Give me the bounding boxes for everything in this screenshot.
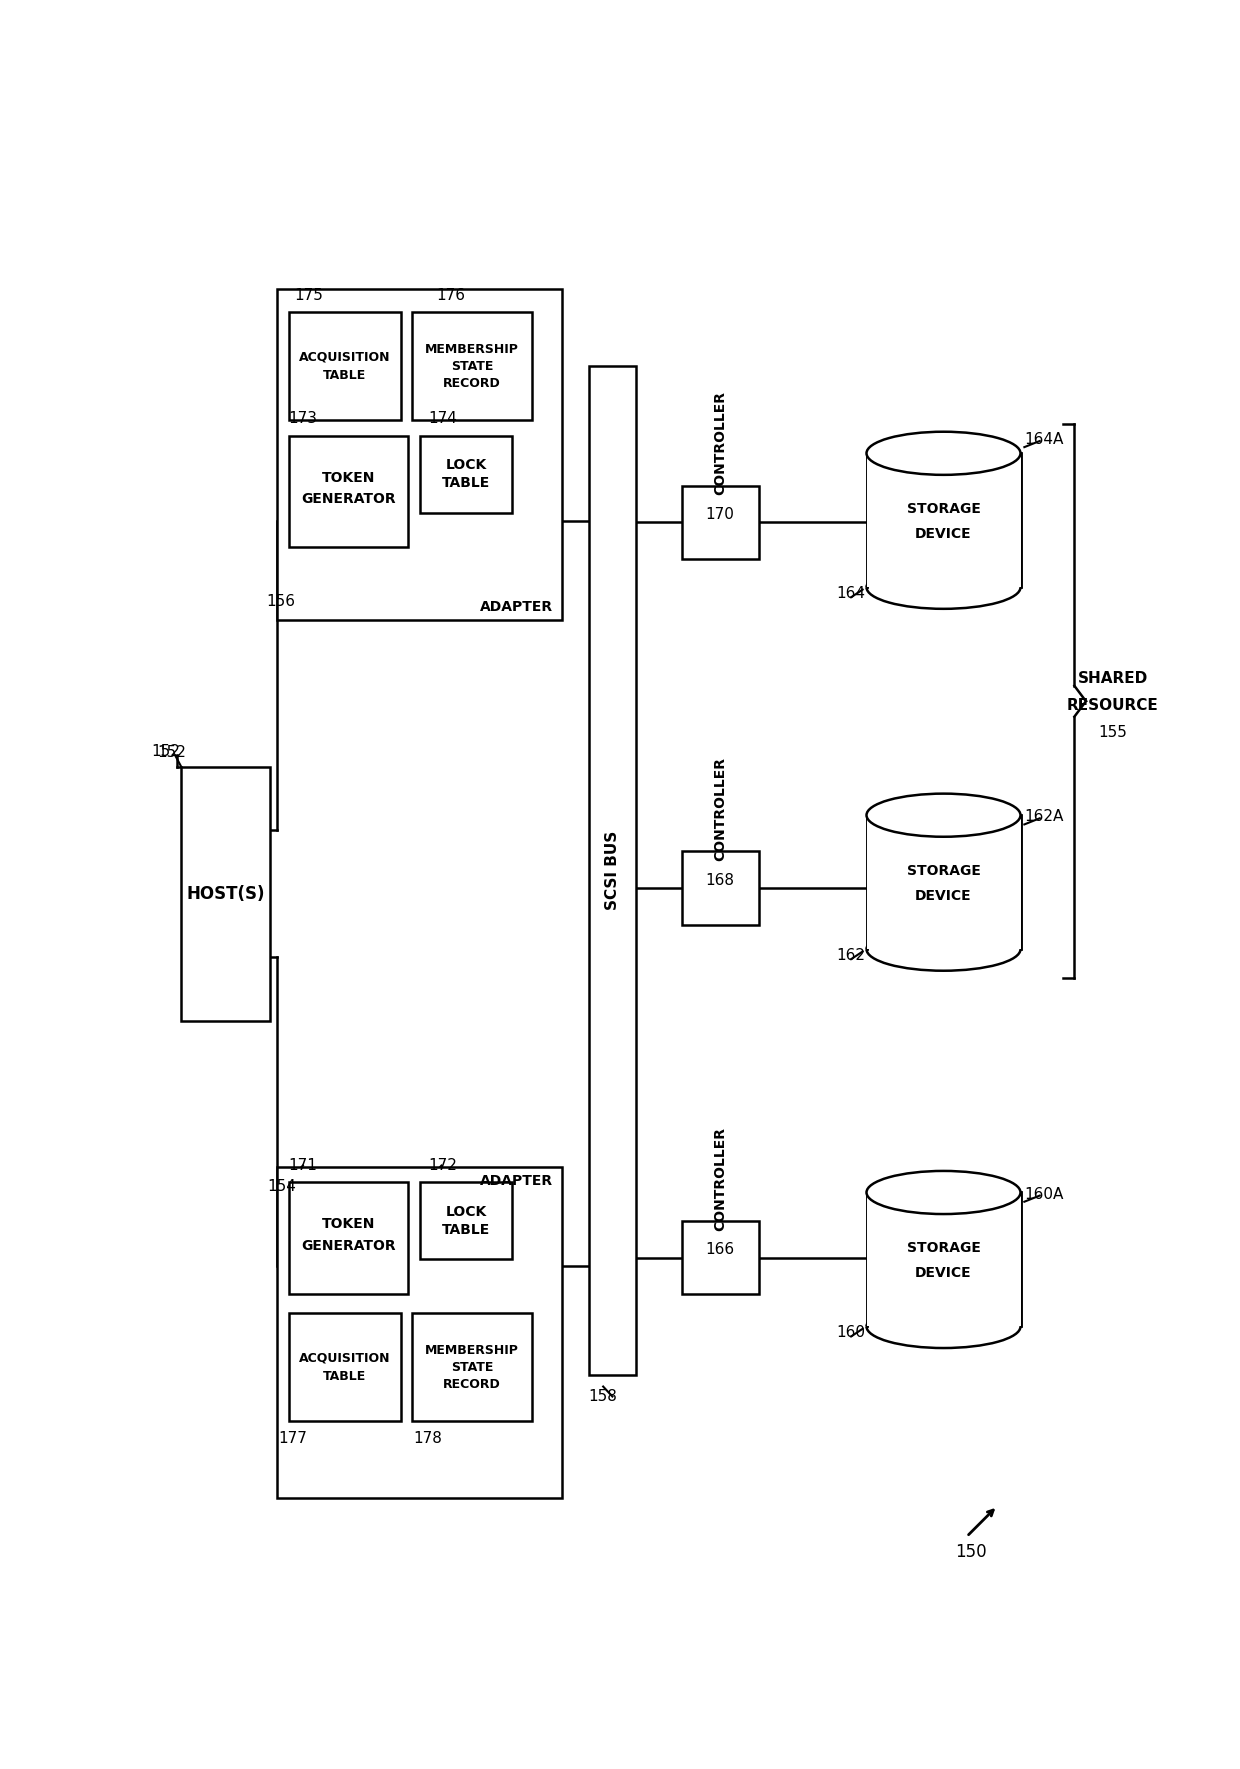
Bar: [278, 290, 563, 621]
Text: STORAGE: STORAGE: [906, 863, 981, 877]
Text: ADAPTER: ADAPTER: [480, 1175, 553, 1189]
Text: 150: 150: [955, 1543, 986, 1560]
Bar: [289, 313, 401, 421]
Text: 172: 172: [429, 1159, 458, 1173]
Text: 155: 155: [1099, 725, 1127, 739]
Bar: [289, 1313, 401, 1421]
Ellipse shape: [867, 432, 1021, 474]
Text: 173: 173: [289, 410, 317, 426]
Text: SCSI BUS: SCSI BUS: [605, 831, 620, 911]
Text: CONTROLLER: CONTROLLER: [713, 757, 727, 862]
Text: ACQUISITION: ACQUISITION: [299, 1352, 391, 1364]
Text: ADAPTER: ADAPTER: [480, 600, 553, 614]
Text: RECORD: RECORD: [443, 377, 501, 389]
Bar: [181, 766, 270, 1021]
Text: 178: 178: [413, 1431, 441, 1445]
Bar: [420, 435, 512, 513]
Bar: [867, 453, 1021, 587]
Text: HOST(S): HOST(S): [186, 884, 264, 902]
Text: STATE: STATE: [450, 359, 494, 373]
Text: 175: 175: [294, 288, 322, 302]
Text: DEVICE: DEVICE: [915, 890, 972, 902]
Bar: [412, 313, 532, 421]
Bar: [682, 851, 759, 925]
Text: TOKEN: TOKEN: [322, 1217, 376, 1231]
Bar: [420, 1182, 512, 1260]
Text: STORAGE: STORAGE: [906, 502, 981, 517]
Bar: [589, 366, 635, 1375]
Text: CONTROLLER: CONTROLLER: [713, 1127, 727, 1231]
Text: LOCK: LOCK: [445, 458, 487, 472]
Text: RECORD: RECORD: [443, 1378, 501, 1390]
Text: 156: 156: [267, 594, 296, 609]
Ellipse shape: [867, 794, 1021, 837]
Text: DEVICE: DEVICE: [915, 527, 972, 541]
Text: 174: 174: [429, 410, 458, 426]
Text: 152: 152: [151, 743, 180, 759]
Text: TABLE: TABLE: [324, 370, 367, 382]
Bar: [289, 435, 408, 547]
Text: GENERATOR: GENERATOR: [301, 492, 396, 506]
Text: TABLE: TABLE: [441, 1222, 490, 1237]
Bar: [278, 1168, 563, 1498]
Bar: [867, 816, 1021, 950]
Text: 164A: 164A: [1024, 432, 1063, 448]
Text: DEVICE: DEVICE: [915, 1267, 972, 1281]
Text: 160: 160: [837, 1325, 866, 1341]
Text: GENERATOR: GENERATOR: [301, 1238, 396, 1252]
Text: 158: 158: [589, 1389, 618, 1405]
Bar: [867, 1192, 1021, 1327]
Text: 177: 177: [279, 1431, 308, 1445]
Text: MEMBERSHIP: MEMBERSHIP: [425, 1344, 518, 1357]
Bar: [412, 1313, 532, 1421]
Text: 164: 164: [837, 586, 866, 601]
Text: ACQUISITION: ACQUISITION: [299, 350, 391, 364]
Text: 171: 171: [289, 1159, 317, 1173]
Text: STORAGE: STORAGE: [906, 1240, 981, 1254]
Text: 170: 170: [706, 508, 734, 522]
Ellipse shape: [867, 1171, 1021, 1214]
Text: RESOURCE: RESOURCE: [1068, 697, 1158, 713]
Text: STATE: STATE: [450, 1360, 494, 1375]
Text: LOCK: LOCK: [445, 1205, 487, 1219]
Text: 152: 152: [157, 745, 186, 761]
Text: 162A: 162A: [1024, 808, 1063, 824]
Bar: [682, 486, 759, 559]
Text: 166: 166: [706, 1242, 735, 1258]
Text: TABLE: TABLE: [441, 476, 490, 490]
Bar: [289, 1182, 408, 1295]
Text: SHARED: SHARED: [1078, 670, 1148, 686]
Text: 154: 154: [267, 1178, 295, 1194]
Text: 162: 162: [837, 948, 866, 962]
Text: TABLE: TABLE: [324, 1369, 367, 1383]
Text: CONTROLLER: CONTROLLER: [713, 391, 727, 495]
Text: 160A: 160A: [1024, 1187, 1063, 1201]
Text: TOKEN: TOKEN: [322, 471, 376, 485]
Text: MEMBERSHIP: MEMBERSHIP: [425, 343, 518, 356]
Text: 168: 168: [706, 872, 734, 888]
Bar: [682, 1221, 759, 1295]
Text: 176: 176: [436, 288, 465, 302]
